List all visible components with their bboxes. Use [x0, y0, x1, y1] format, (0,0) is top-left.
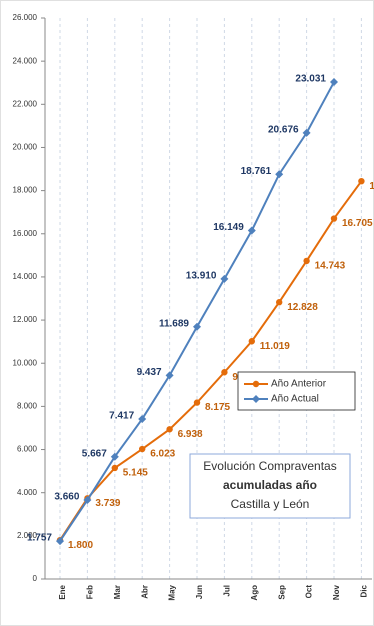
- data-point: [221, 369, 228, 376]
- data-label: 6.938: [178, 429, 203, 440]
- series-line: [59, 180, 363, 541]
- data-label: 12.828: [287, 302, 318, 313]
- x-tick-label: Abr: [140, 585, 149, 599]
- x-tick-label: Feb: [86, 585, 95, 599]
- y-tick-label: 2.000: [17, 531, 38, 540]
- y-tick-label: 16.000: [13, 229, 38, 238]
- data-label: 3.739: [95, 498, 120, 509]
- y-tick-label: 22.000: [13, 99, 38, 108]
- data-point: [302, 128, 311, 137]
- data-label: 23.031: [295, 74, 326, 85]
- data-label: 1.757: [27, 533, 52, 544]
- x-tick-label: Oct: [305, 585, 314, 599]
- data-point: [111, 464, 119, 472]
- y-tick-label: 4.000: [17, 488, 38, 497]
- y-tick-label: 0: [33, 574, 38, 583]
- data-point: [110, 452, 119, 461]
- data-point: [275, 170, 284, 179]
- data-point: [248, 338, 255, 345]
- y-tick-label: 12.000: [13, 315, 38, 324]
- data-point: [247, 226, 256, 235]
- data-label: 5.667: [82, 448, 107, 459]
- legend-box: [237, 371, 356, 411]
- data-point: [220, 274, 229, 283]
- data-point: [193, 322, 201, 331]
- legend-label: Año Anterior: [271, 379, 327, 390]
- data-label: 5.145: [123, 468, 148, 479]
- y-tick-label: 18.000: [13, 186, 38, 195]
- data-label: 13.910: [186, 271, 217, 282]
- data-point: [330, 215, 338, 222]
- data-label: 11.689: [159, 318, 189, 329]
- data-label: 14.743: [315, 261, 346, 272]
- y-tick-label: 24.000: [13, 56, 38, 65]
- x-tick-label: Ene: [58, 584, 67, 599]
- title-line: Castilla y León: [231, 497, 310, 511]
- x-tick-label: Nov: [332, 584, 341, 600]
- data-point: [83, 496, 92, 505]
- y-tick-label: 6.000: [17, 445, 38, 454]
- data-label: 8.175: [205, 402, 230, 413]
- x-tick-label: Jun: [195, 585, 204, 599]
- data-point: [138, 414, 147, 423]
- data-label: 9.437: [137, 367, 162, 378]
- x-tick-label: Ago: [250, 585, 259, 601]
- data-point: [276, 299, 283, 306]
- data-point: [330, 78, 338, 87]
- x-tick-label: Sep: [277, 585, 286, 600]
- data-point: [139, 445, 146, 453]
- legend-marker: [252, 395, 260, 403]
- y-tick-label: 8.000: [17, 401, 38, 410]
- y-tick-label: 10.000: [13, 358, 38, 367]
- data-label: 20.676: [268, 125, 299, 136]
- data-point: [56, 537, 64, 546]
- x-tick-label: May: [168, 584, 177, 600]
- data-point: [165, 371, 174, 380]
- data-label: 16.705: [342, 218, 373, 229]
- data-point: [358, 177, 365, 185]
- data-label: 11.019: [260, 341, 290, 352]
- data-label: 18.437: [369, 181, 374, 192]
- x-tick-label: Dic: [360, 584, 369, 597]
- title-line: Evolución Compraventas: [203, 459, 336, 473]
- data-point: [303, 257, 310, 265]
- data-label: 7.417: [109, 411, 134, 422]
- title-box: [189, 453, 351, 519]
- data-label: 18.761: [241, 166, 272, 177]
- legend-marker: [252, 380, 260, 388]
- y-tick-label: 20.000: [13, 143, 38, 152]
- data-point: [193, 399, 201, 406]
- title-line: acumuladas año: [223, 478, 317, 492]
- y-tick-label: 14.000: [13, 272, 38, 281]
- x-tick-label: Mar: [113, 585, 122, 599]
- data-label: 16.149: [213, 222, 244, 233]
- data-label: 1.800: [68, 540, 93, 551]
- legend-label: Año Actual: [271, 394, 319, 405]
- data-point: [166, 426, 173, 433]
- data-label: 6.023: [150, 449, 175, 460]
- data-label: 3.660: [54, 492, 79, 503]
- x-tick-label: Jul: [223, 585, 232, 597]
- y-tick-label: 26.000: [13, 13, 38, 22]
